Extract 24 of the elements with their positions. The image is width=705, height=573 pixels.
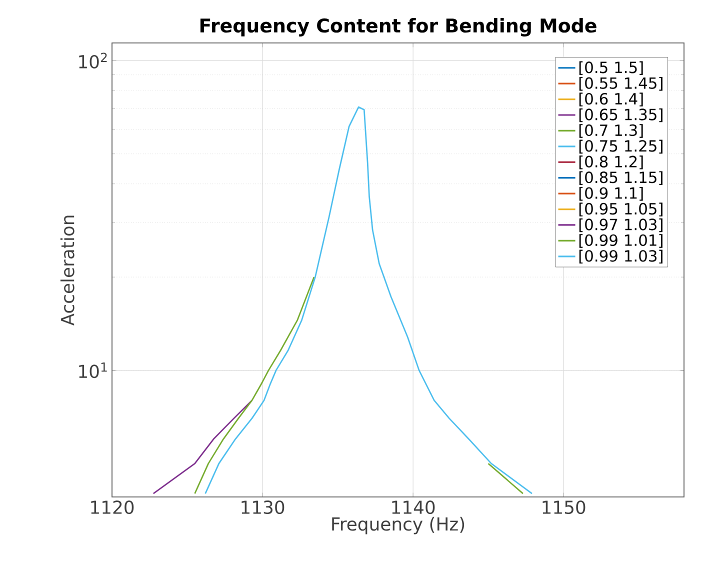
legend-label: [0.5 1.5]	[579, 61, 643, 76]
legend-label: [0.85 1.15]	[579, 171, 662, 185]
line-series	[152, 400, 253, 494]
legend-label: [0.99 1.03]	[579, 250, 662, 264]
y-tick-label: 10$^{1}$	[79, 362, 107, 378]
legend-label: [0.95 1.05]	[579, 202, 662, 216]
legend-label: [0.7 1.3]	[579, 124, 643, 138]
x-tick-label: 1130	[242, 500, 284, 514]
y-axis-title: Acceleration	[60, 216, 74, 326]
x-axis-title: Frequency (Hz)	[332, 516, 464, 534]
legend-label: [0.99 1.01]	[579, 234, 662, 248]
chart-title: Frequency Content for Bending Mode	[200, 18, 596, 36]
line-series	[204, 106, 533, 494]
legend-label: [0.6 1.4]	[579, 92, 643, 106]
legend-label: [0.55 1.45]	[579, 76, 662, 91]
x-tick-label: 1150	[542, 500, 586, 514]
legend-label: [0.9 1.1]	[579, 186, 643, 201]
x-tick-label: 1120	[91, 500, 134, 514]
x-tick-label: 1140	[392, 500, 435, 514]
y-tick-label: 10$^{2}$	[79, 52, 107, 69]
legend-label: [0.97 1.03]	[579, 218, 662, 232]
legend-label: [0.8 1.2]	[579, 156, 643, 170]
legend-label: [0.65 1.35]	[579, 108, 662, 122]
legend-label: [0.75 1.25]	[579, 140, 662, 154]
